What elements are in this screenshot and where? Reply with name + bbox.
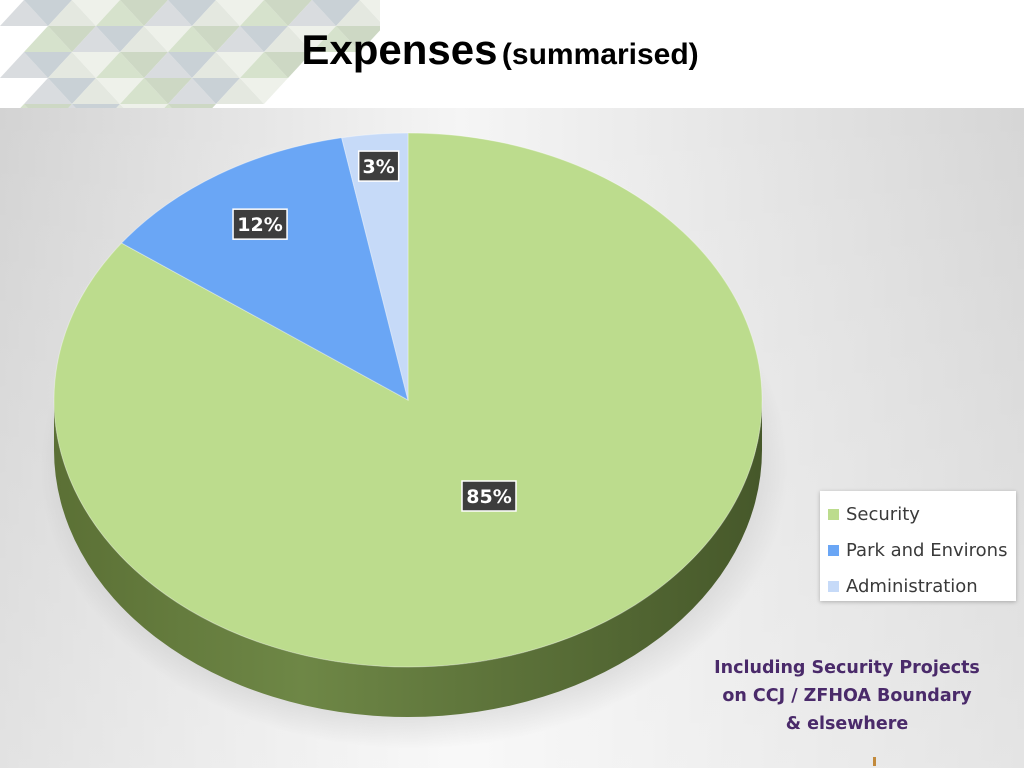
legend-item-park-and-environs: Park and Environs <box>828 532 1016 568</box>
decorative-triangle <box>264 52 312 78</box>
chart-area: 85% 12% 3% Security Park and Environs Admi… <box>0 108 1024 768</box>
decorative-triangle <box>168 52 216 78</box>
decorative-triangle <box>216 26 264 52</box>
legend-label-park-and-environs: Park and Environs <box>846 539 1008 561</box>
decorative-triangle <box>192 78 240 104</box>
decorative-triangle <box>48 26 96 52</box>
decorative-triangle <box>240 26 288 52</box>
data-label-box <box>232 208 288 240</box>
slide-title-main: Expenses <box>301 26 498 73</box>
footnote-text: Including Security Projects on CCJ / ZFH… <box>712 654 982 738</box>
data-label-text: 12% <box>237 214 282 236</box>
footnote-line-3: & elsewhere <box>785 714 909 734</box>
decorative-triangle <box>144 0 192 26</box>
decorative-triangle <box>72 52 120 78</box>
decorative-triangle <box>216 52 264 78</box>
decorative-triangle <box>96 26 144 52</box>
decorative-triangle <box>240 52 288 78</box>
decorative-triangle <box>120 52 168 78</box>
decorative-triangle <box>120 26 168 52</box>
decorative-triangle <box>0 52 48 78</box>
data-label-administration: 3% <box>357 150 400 182</box>
decorative-triangle <box>120 78 168 104</box>
pie-slice-administration <box>341 132 409 401</box>
decorative-triangle <box>0 0 48 26</box>
data-label-box <box>357 150 400 182</box>
pie-chart: 85% 12% 3% <box>0 108 1024 768</box>
pie-slice-park-and-environs <box>120 137 409 401</box>
decorative-triangle <box>48 78 96 104</box>
decorative-triangle <box>216 0 264 26</box>
decorative-triangle <box>72 78 120 104</box>
legend-label-administration: Administration <box>846 575 978 597</box>
legend-label-security: Security <box>846 503 920 525</box>
decorative-triangle <box>312 0 360 26</box>
decorative-triangle <box>192 0 240 26</box>
data-label-box <box>461 480 517 512</box>
legend-swatch-park-and-environs <box>828 544 839 556</box>
decorative-triangle <box>24 78 72 104</box>
decorative-triangle <box>264 0 312 26</box>
decorative-triangle <box>96 78 144 104</box>
decorative-triangle <box>288 0 336 26</box>
decorative-triangle <box>264 26 312 52</box>
decorative-triangle <box>144 26 192 52</box>
legend-item-administration: Administration <box>828 568 1016 604</box>
pie-side-wall <box>54 400 762 717</box>
pie-slice-security <box>53 132 763 668</box>
decorative-triangle <box>120 0 168 26</box>
data-label-text: 85% <box>466 486 511 508</box>
decorative-triangle <box>336 26 380 52</box>
decorative-triangle <box>144 78 192 104</box>
decorative-triangle <box>24 26 72 52</box>
decorative-triangle <box>96 0 144 26</box>
decorative-triangle <box>168 78 216 104</box>
decorative-triangle <box>360 0 380 22</box>
legend-swatch-security <box>828 508 839 520</box>
data-label-security: 85% <box>461 480 517 512</box>
chart-legend: Security Park and Environs Administratio… <box>820 491 1016 601</box>
decorative-triangle <box>72 0 120 26</box>
decorative-triangle-pattern <box>0 0 380 110</box>
decorative-triangle <box>24 52 72 78</box>
decorative-triangle <box>192 52 240 78</box>
legend-item-security: Security <box>828 496 1016 532</box>
decorative-triangle <box>216 78 264 104</box>
decorative-triangle <box>168 26 216 52</box>
data-label-park-and-environs: 12% <box>232 208 288 240</box>
legend-swatch-administration <box>828 580 839 592</box>
decorative-triangle <box>168 0 216 26</box>
decorative-triangle <box>48 0 96 26</box>
decorative-triangle <box>96 52 144 78</box>
slide-title-sub: (summarised) <box>501 38 699 71</box>
decorative-triangle <box>144 52 192 78</box>
decorative-mark <box>873 757 876 766</box>
footnote-line-1: Including Security Projects <box>714 658 980 678</box>
decorative-triangle <box>48 52 96 78</box>
decorative-triangle <box>72 26 120 52</box>
decorative-triangle <box>312 26 360 52</box>
decorative-triangle <box>240 78 288 104</box>
decorative-triangle <box>192 26 240 52</box>
decorative-triangle <box>288 26 336 52</box>
decorative-triangle <box>336 0 380 26</box>
data-label-text: 3% <box>363 156 395 178</box>
slide-title: Expenses (summarised) <box>0 26 1000 74</box>
decorative-triangle <box>240 0 288 26</box>
footnote-line-2: on CCJ / ZFHOA Boundary <box>722 686 972 706</box>
decorative-triangle <box>24 0 72 26</box>
